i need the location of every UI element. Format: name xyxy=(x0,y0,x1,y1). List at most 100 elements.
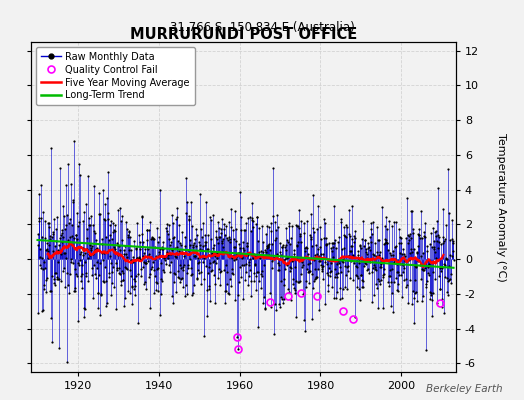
Point xyxy=(75,160,83,167)
Point xyxy=(96,312,104,318)
Point xyxy=(149,290,158,296)
Point xyxy=(392,260,401,267)
Point xyxy=(169,220,178,227)
Point xyxy=(161,254,169,260)
Point xyxy=(132,272,140,279)
Point xyxy=(406,250,414,257)
Point xyxy=(145,227,154,233)
Point xyxy=(217,238,226,244)
Point xyxy=(61,284,70,290)
Point xyxy=(151,244,159,250)
Point xyxy=(399,262,407,268)
Point xyxy=(34,231,42,237)
Point xyxy=(80,209,88,215)
Point xyxy=(356,245,365,251)
Point xyxy=(221,232,230,238)
Point xyxy=(377,277,385,283)
Point xyxy=(331,236,340,243)
Point xyxy=(201,239,210,246)
Point xyxy=(418,250,427,256)
Point xyxy=(55,242,63,248)
Point xyxy=(187,199,195,205)
Point xyxy=(289,256,298,263)
Point xyxy=(346,243,355,249)
Point xyxy=(42,246,51,252)
Point xyxy=(116,270,124,277)
Point xyxy=(345,207,353,214)
Point xyxy=(73,273,81,279)
Point xyxy=(304,268,313,274)
Point xyxy=(138,214,146,221)
Point xyxy=(150,236,159,242)
Point xyxy=(67,258,75,265)
Point xyxy=(40,282,48,288)
Point xyxy=(110,227,118,234)
Point xyxy=(255,249,264,255)
Point xyxy=(208,250,216,257)
Point xyxy=(155,252,163,258)
Point xyxy=(441,236,450,242)
Point xyxy=(51,243,59,250)
Point xyxy=(176,262,184,268)
Point xyxy=(162,261,170,267)
Point xyxy=(37,214,46,221)
Point xyxy=(363,267,371,273)
Point xyxy=(191,236,199,242)
Point xyxy=(138,264,147,270)
Point xyxy=(380,240,389,246)
Point xyxy=(48,233,57,240)
Point xyxy=(234,346,243,353)
Point xyxy=(81,250,89,256)
Point xyxy=(315,258,323,264)
Point xyxy=(83,226,91,233)
Point xyxy=(333,239,342,246)
Point xyxy=(111,246,119,252)
Point xyxy=(446,280,455,286)
Point xyxy=(107,260,115,266)
Point xyxy=(177,276,185,282)
Point xyxy=(400,277,409,283)
Point xyxy=(135,254,144,260)
Point xyxy=(141,260,150,266)
Point xyxy=(423,278,431,284)
Point xyxy=(254,238,262,244)
Point xyxy=(129,238,138,244)
Point xyxy=(289,246,298,253)
Point xyxy=(104,169,113,176)
Point xyxy=(69,197,77,204)
Point xyxy=(299,254,307,261)
Point xyxy=(206,214,214,220)
Point xyxy=(393,268,401,275)
Point xyxy=(265,240,273,247)
Point xyxy=(225,219,233,226)
Point xyxy=(331,274,339,280)
Point xyxy=(397,240,405,246)
Point xyxy=(285,223,293,230)
Point xyxy=(420,233,428,239)
Point xyxy=(373,285,381,291)
Point xyxy=(276,239,285,246)
Point xyxy=(439,239,447,246)
Point xyxy=(274,260,282,266)
Point xyxy=(212,234,220,241)
Point xyxy=(212,227,221,234)
Point xyxy=(62,182,71,188)
Point xyxy=(331,266,339,272)
Point xyxy=(425,257,433,264)
Point xyxy=(341,284,350,290)
Point xyxy=(346,248,354,254)
Point xyxy=(149,236,158,242)
Point xyxy=(47,315,55,322)
Point xyxy=(336,296,344,302)
Point xyxy=(409,288,417,294)
Point xyxy=(363,255,372,262)
Point xyxy=(253,214,261,220)
Point xyxy=(210,258,218,264)
Point xyxy=(403,282,411,288)
Point xyxy=(78,285,86,291)
Point xyxy=(386,266,394,273)
Point xyxy=(135,246,144,252)
Point xyxy=(314,307,323,314)
Point xyxy=(203,287,212,293)
Point xyxy=(247,292,255,299)
